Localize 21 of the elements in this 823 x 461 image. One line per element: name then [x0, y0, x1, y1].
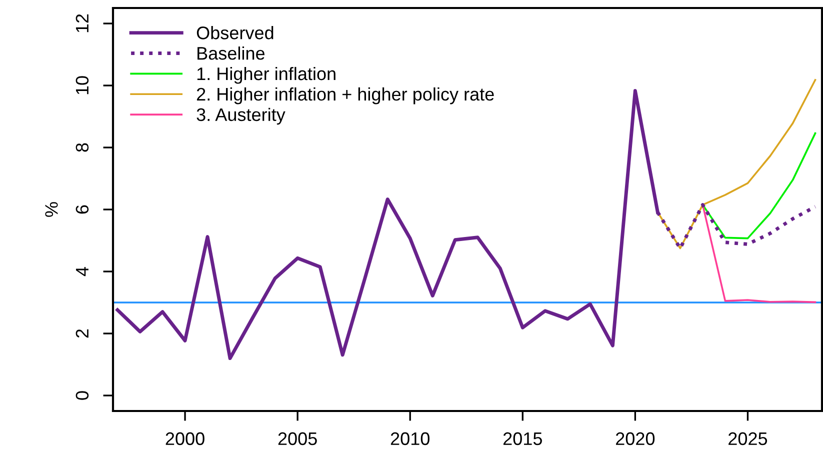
y-axis-title: % [45, 202, 58, 217]
x-tick-label: 2005 [278, 432, 317, 446]
y-tick-label: 2 [76, 329, 88, 338]
y-tick-label: 12 [76, 14, 88, 32]
legend-label: Observed [196, 26, 274, 40]
x-tick-label: 2020 [616, 432, 655, 446]
x-tick-label: 2010 [390, 432, 430, 446]
line-series [702, 132, 816, 240]
legend-label: 3. Austerity [196, 108, 286, 125]
legend-label: Baseline [198, 46, 265, 60]
y-tick-label: 10 [76, 76, 89, 94]
x-tick-label: 2025 [728, 432, 768, 446]
y-tick-label: 4 [76, 267, 88, 276]
y-tick-label: 8 [76, 143, 89, 152]
x-tick-label: 2000 [166, 432, 204, 446]
legend-label: 1. Higher inflation [197, 66, 336, 84]
x-tick-label: 2015 [503, 432, 542, 446]
legend-label: 2. Higher inflation + higher policy rate [196, 87, 494, 104]
y-tick-label: 0 [76, 391, 89, 400]
y-tick-label: 6 [76, 205, 89, 214]
line-series [656, 79, 816, 250]
